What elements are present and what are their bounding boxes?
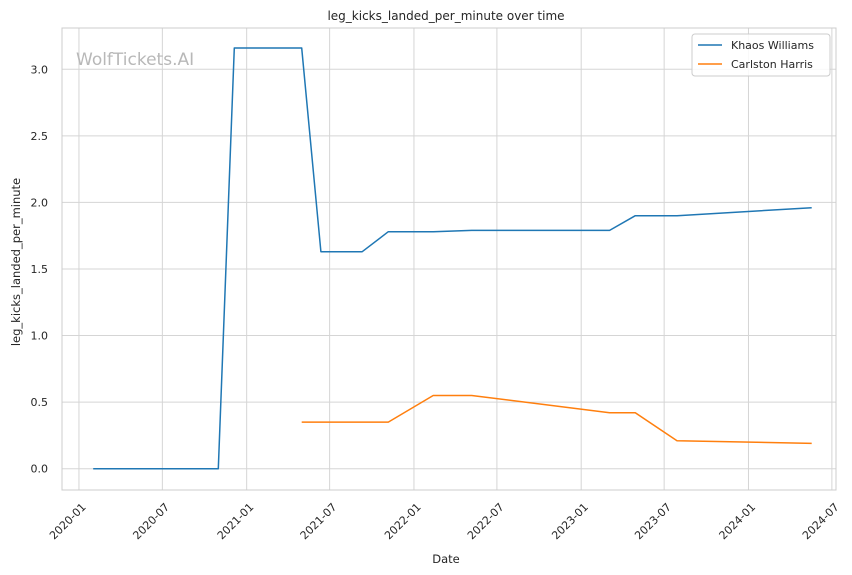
x-tick-label: 2020-07 [130,501,172,543]
y-tick-label: 2.0 [31,196,49,209]
series-lines [93,47,812,470]
x-tick-label: 2023-01 [549,501,591,543]
x-tick-label: 2022-07 [465,501,507,543]
x-tick-label: 2021-07 [298,501,340,543]
y-axis-label: leg_kicks_landed_per_minute [9,178,23,346]
y-tick-label: 3.0 [31,63,49,76]
watermark: WolfTickets.AI [76,50,194,70]
x-tick-labels: 2020-01 2020-07 2021-01 2021-07 2022-01 2022-… [47,501,842,543]
x-axis-label: Date [432,552,460,566]
legend-label-carlston-harris: Carlston Harris [731,58,813,71]
y-tick-label: 0.0 [31,463,49,476]
chart-title: leg_kicks_landed_per_minute over time [327,9,564,23]
y-tick-label: 1.5 [31,263,49,276]
y-tick-label: 1.0 [31,330,49,343]
grid [62,28,836,490]
y-tick-label: 0.5 [31,396,49,409]
x-tick-label: 2021-01 [215,501,257,543]
x-tick-label: 2020-01 [47,501,89,543]
series-line-carlston-harris [301,394,812,445]
series-line-khaos-williams [93,47,812,470]
plot-area-frame [61,27,837,491]
x-tick-label: 2022-01 [382,501,424,543]
x-tick-label: 2023-07 [632,501,674,543]
y-tick-label: 2.5 [31,130,49,143]
legend: Khaos Williams Carlston Harris [691,33,831,77]
x-tick-label: 2024-07 [800,501,842,543]
x-tick-label: 2024-01 [717,501,759,543]
legend-label-khaos-williams: Khaos Williams [731,39,814,52]
y-tick-labels: 0.0 0.5 1.0 1.5 2.0 2.5 3.0 [31,63,49,475]
legend-box [691,33,831,77]
